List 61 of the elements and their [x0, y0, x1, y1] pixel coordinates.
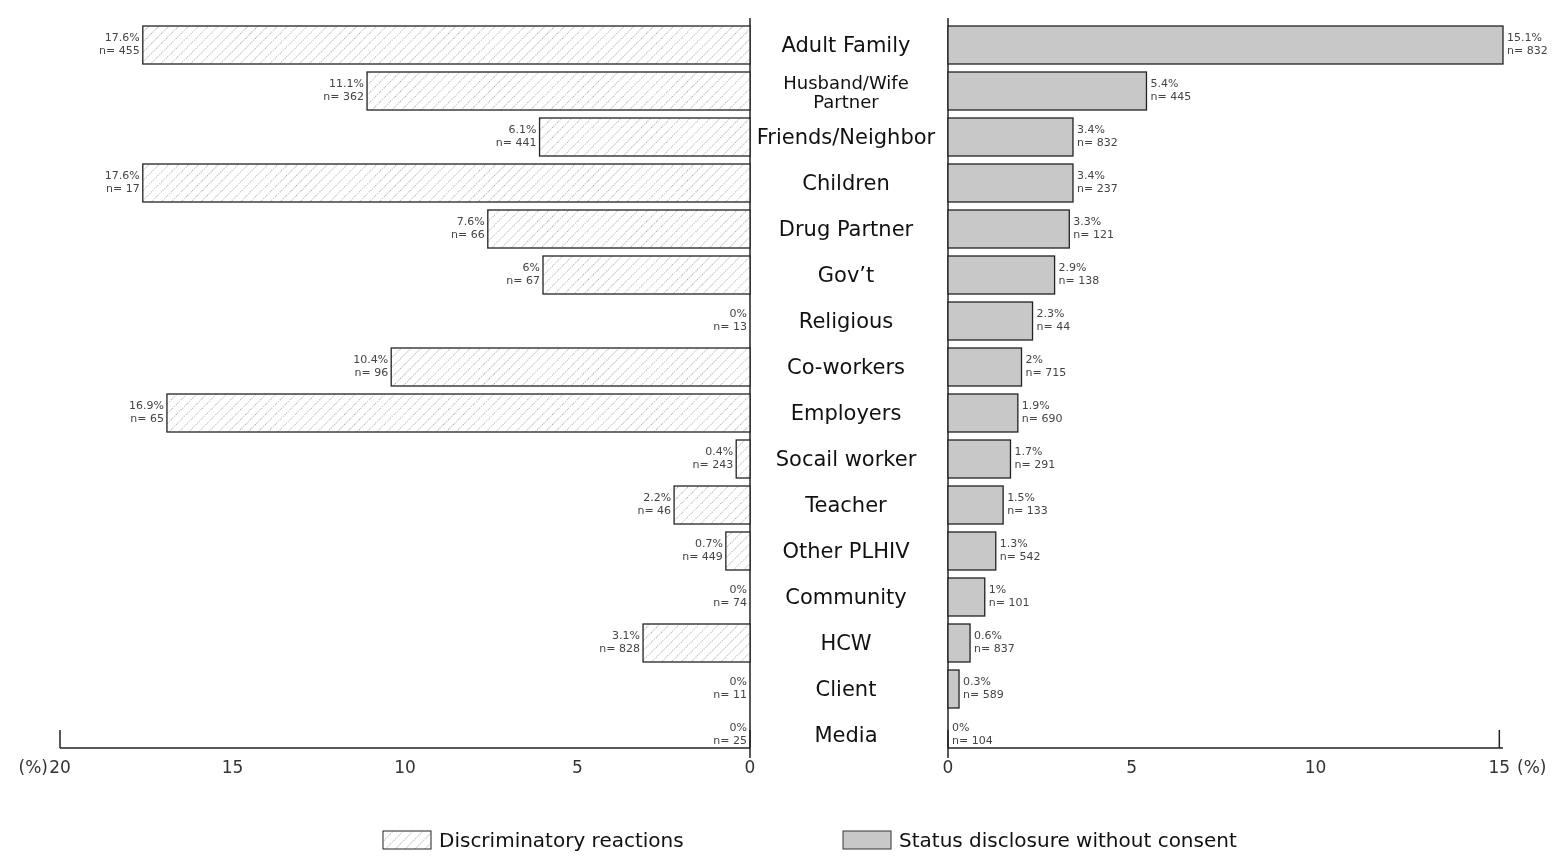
y-tick-label: Religious: [798, 309, 894, 333]
data-label: 6.1% n= 441: [495, 123, 537, 149]
x-tick-label: 5: [1126, 757, 1138, 777]
y-tick-label: Husband/Wife Partner: [783, 72, 909, 112]
data-label: 15.1% n= 832: [1507, 31, 1548, 57]
data-label: 1.7% n= 291: [1014, 445, 1056, 471]
legend-label: Status disclosure without consent: [899, 828, 1237, 852]
data-label: 0.6% n= 837: [974, 629, 1015, 655]
y-tick-label: Other PLHIV: [782, 539, 911, 563]
data-label: 1.9% n= 690: [1021, 399, 1063, 425]
data-label: 7.6% n= 66: [451, 215, 485, 241]
data-label: 3.4% n= 832: [1076, 123, 1118, 149]
data-label: 0% n= 25: [713, 721, 747, 747]
data-label: 2.9% n= 138: [1058, 261, 1100, 287]
x-tick-label: 0: [744, 757, 756, 777]
data-label: 1% n= 101: [988, 583, 1030, 609]
x-tick-label: 20: [49, 757, 71, 777]
data-label: 3.1% n= 828: [599, 629, 641, 655]
x-tick-label: 10: [1304, 757, 1327, 777]
x-tick-label: 15: [1488, 757, 1511, 777]
data-label: 6% n= 67: [506, 261, 540, 287]
data-label: 0.3% n= 589: [963, 675, 1004, 701]
data-label: 1.3% n= 542: [999, 537, 1041, 563]
data-label: 0% n= 11: [713, 675, 747, 701]
y-tick-label: Children: [802, 171, 890, 195]
data-label: 1.5% n= 133: [1007, 491, 1048, 517]
data-label: 0% n= 74: [713, 583, 747, 609]
data-label: 3.3% n= 121: [1073, 215, 1114, 241]
y-tick-label: Adult Family: [781, 33, 911, 57]
legend-label: Discriminatory reactions: [439, 828, 684, 852]
y-tick-label: Employers: [790, 401, 902, 425]
data-label: 11.1% n= 362: [323, 77, 365, 103]
x-tick-label: 10: [394, 757, 416, 777]
y-tick-label: Community: [785, 585, 907, 609]
y-tick-label: HCW: [820, 631, 872, 655]
y-tick-label: Drug Partner: [778, 217, 914, 241]
y-tick-label: Client: [815, 677, 877, 701]
y-tick-label: Co-workers: [786, 355, 906, 379]
data-label: 0% n= 104: [952, 721, 993, 747]
data-label: 2.2% n= 46: [637, 491, 672, 517]
data-label: 17.6% n= 455: [99, 31, 140, 57]
data-label: 2.3% n= 44: [1036, 307, 1071, 333]
x-tick-label: 5: [572, 757, 583, 777]
data-label: 2% n= 715: [1025, 353, 1067, 379]
y-tick-label: Media: [814, 723, 878, 747]
data-label: 0% n= 13: [713, 307, 747, 333]
x-axis-title: (%): [18, 757, 48, 777]
x-axis-title: (%): [1517, 757, 1547, 777]
y-tick-label: Friends/Neighbor: [756, 125, 936, 149]
data-label: 17.6% n= 17: [104, 169, 140, 195]
data-label: 5.4% n= 445: [1150, 77, 1192, 103]
x-tick-label: 0: [942, 757, 954, 777]
y-tick-label: Teacher: [804, 493, 888, 517]
y-tick-label: Socail worker: [775, 447, 917, 471]
data-label: 0.7% n= 449: [682, 537, 723, 563]
data-label: 3.4% n= 237: [1076, 169, 1118, 195]
data-label: 16.9% n= 65: [129, 399, 164, 425]
data-label: 10.4% n= 96: [353, 353, 389, 379]
y-tick-label: Gov’t: [817, 263, 875, 287]
x-tick-label: 15: [221, 757, 244, 777]
data-label: 0.4% n= 243: [692, 445, 734, 471]
